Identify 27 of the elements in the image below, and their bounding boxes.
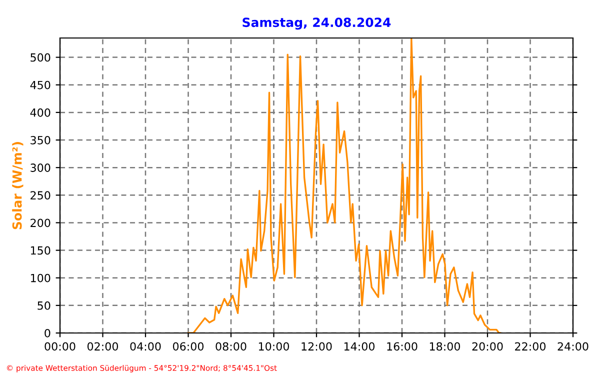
x-tick-label: 00:00 — [44, 342, 76, 351]
x-tick-label: 22:00 — [515, 342, 546, 351]
x-tick-label: 24:00 — [558, 342, 588, 351]
y-axis-title: Solar (W/m²) — [12, 142, 24, 230]
y-tick-label: 200 — [30, 218, 50, 228]
y-tick-label: 100 — [30, 274, 50, 282]
x-tick-label: 04:00 — [130, 342, 161, 351]
x-tick-label: 02:00 — [87, 342, 118, 351]
x-tick-label: 20:00 — [472, 342, 503, 351]
x-tick-label: 08:00 — [216, 342, 246, 351]
y-tick-label: 300 — [30, 164, 50, 172]
x-tick-label: 14:00 — [344, 342, 375, 351]
x-tick-label: 16:00 — [387, 342, 418, 351]
y-tick-label: 50 — [38, 301, 50, 310]
y-tick-label: 250 — [30, 191, 50, 200]
x-tick-label: 06:00 — [172, 342, 204, 351]
x-tick-label: 12:00 — [302, 342, 332, 351]
chart-title: Samstag, 24.08.2024 — [242, 18, 391, 30]
y-tick-label: 0 — [44, 328, 50, 338]
x-tick-label: 10:00 — [258, 342, 290, 351]
y-tick-label: 500 — [30, 53, 50, 62]
line-series — [187, 38, 502, 333]
y-tick-label: 350 — [30, 136, 50, 144]
y-tick-label: 400 — [30, 108, 50, 117]
y-tick-label: 150 — [30, 246, 50, 255]
y-tick-label: 450 — [30, 80, 50, 90]
x-tick-label: 18:00 — [430, 342, 460, 351]
